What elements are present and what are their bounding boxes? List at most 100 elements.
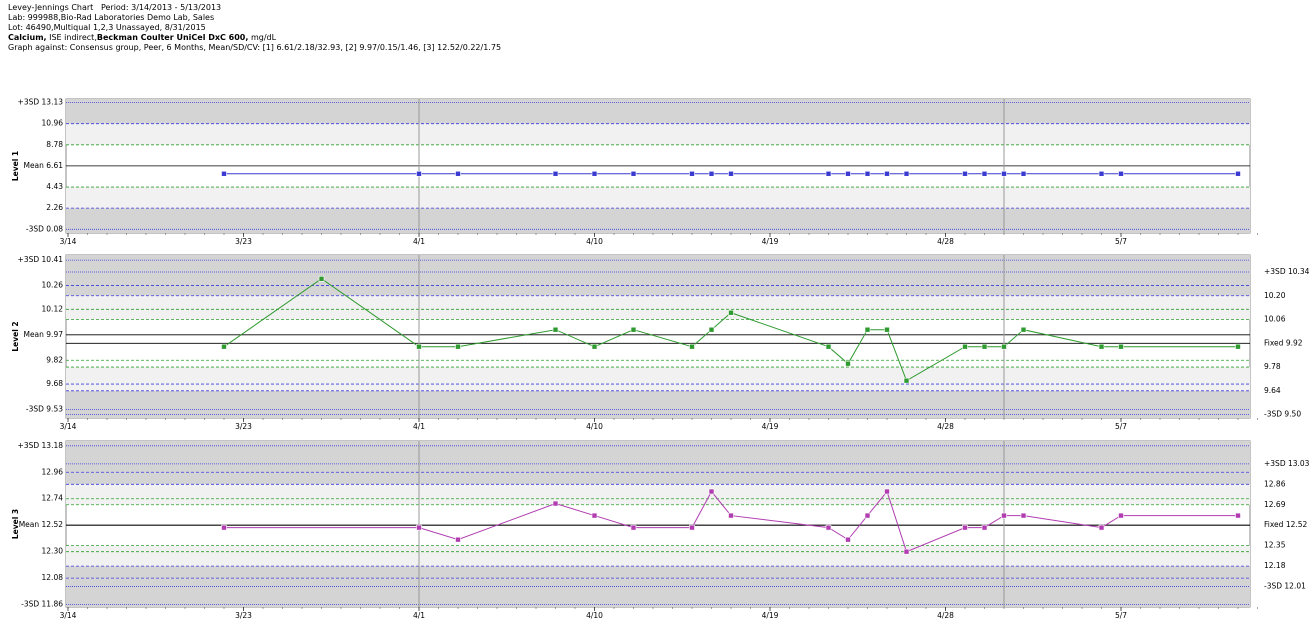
data-point: [221, 524, 227, 531]
data-point: [416, 170, 422, 177]
y-tick-label: Mean 9.97: [23, 330, 63, 339]
band-outer: [66, 441, 1250, 485]
x-tick-label: 4/28: [937, 237, 954, 246]
data-point: [1235, 512, 1241, 519]
header-line: Levey-Jennings Chart Period: 3/14/2013 -…: [8, 3, 222, 12]
data-point: [1118, 170, 1124, 177]
x-tick-label: 4/28: [937, 422, 954, 431]
y2-tick-label: -3SD 12.01: [1264, 582, 1306, 591]
band-outer: [66, 99, 1250, 124]
data-point: [708, 170, 715, 177]
data-point: [416, 524, 422, 531]
y-tick-label: +3SD 13.18: [18, 441, 64, 450]
data-point: [962, 170, 968, 177]
data-point: [1001, 512, 1007, 519]
x-tick-label: 3/23: [235, 611, 252, 620]
series-line: [223, 278, 1238, 382]
data-point: [728, 170, 734, 177]
data-point: [689, 170, 695, 177]
x-tick-label: 5/7: [1115, 611, 1127, 620]
data-point: [903, 548, 910, 555]
y-tick-label: +3SD 10.41: [18, 255, 64, 264]
data-point: [591, 512, 598, 519]
data-point: [1020, 512, 1027, 519]
data-point: [1001, 170, 1007, 177]
data-point: [884, 170, 890, 177]
x-tick-label: 4/10: [586, 422, 603, 431]
y2-tick-label: 10.20: [1264, 291, 1286, 300]
x-tick-label: 3/14: [60, 611, 77, 620]
header-line: Calcium, ISE indirect,Beckman Coulter Un…: [8, 33, 501, 43]
y-axis-label: Level 3: [11, 509, 20, 539]
header-line: Lot: 46490,Multiqual 1,2,3 Unassayed, 8/…: [8, 23, 206, 32]
data-point: [552, 500, 559, 507]
y-tick-label: Mean 12.52: [19, 520, 64, 529]
x-tick-label: 4/1: [413, 422, 425, 431]
y2-tick-label: 12.35: [1264, 541, 1286, 550]
x-tick-label: 3/23: [235, 237, 252, 246]
y2-tick-label: Fixed 12.52: [1264, 520, 1308, 529]
instrument: Beckman Coulter UniCel DxC 600,: [96, 33, 249, 42]
band-mid: [66, 295, 1250, 320]
y2-tick-label: +3SD 13.03: [1264, 459, 1310, 468]
y2-tick-label: -3SD 9.50: [1264, 410, 1301, 419]
y-tick-label: 12.08: [42, 573, 64, 582]
y-tick-label: 12.96: [42, 467, 64, 476]
x-tick-label: 4/10: [586, 611, 603, 620]
data-point: [630, 524, 637, 531]
x-tick-label: 4/19: [762, 237, 779, 246]
x-tick-label: 4/28: [937, 611, 954, 620]
data-point: [962, 343, 968, 350]
y2-tick-label: Fixed 9.92: [1264, 338, 1303, 347]
y-tick-label: 4.43: [46, 182, 63, 191]
data-point: [708, 326, 715, 333]
y-tick-label: 9.82: [46, 355, 63, 364]
data-point: [884, 488, 890, 495]
data-point: [825, 170, 832, 177]
y-axis-label: Level 1: [11, 151, 20, 181]
band-mid: [66, 367, 1250, 391]
data-point: [1098, 524, 1105, 531]
data-point: [903, 170, 910, 177]
x-tick-label: 3/14: [60, 237, 77, 246]
data-point: [708, 488, 715, 495]
y2-tick-label: 12.69: [1264, 500, 1286, 509]
band-mid: [66, 123, 1250, 145]
y-tick-label: 9.68: [46, 379, 63, 388]
data-point: [903, 377, 910, 384]
data-point: [689, 524, 695, 531]
data-point: [864, 170, 871, 177]
data-point: [221, 343, 227, 350]
data-point: [1235, 343, 1241, 350]
data-point: [845, 360, 851, 367]
y-tick-label: -3SD 11.86: [21, 600, 63, 609]
data-point: [1098, 170, 1105, 177]
data-point: [455, 536, 461, 543]
data-point: [981, 343, 988, 350]
data-point: [981, 170, 988, 177]
y-tick-label: 10.12: [42, 304, 64, 313]
y-tick-label: +3SD 13.13: [18, 98, 64, 107]
data-point: [825, 343, 832, 350]
y-tick-label: Mean 6.61: [23, 161, 63, 170]
x-tick-label: 3/14: [60, 422, 77, 431]
y-tick-label: 10.26: [42, 281, 64, 290]
y-tick-label: -3SD 0.08: [26, 224, 63, 233]
data-point: [552, 326, 559, 333]
y-axis-label: Level 2: [11, 321, 20, 351]
y2-tick-label: 9.78: [1264, 362, 1281, 371]
data-point: [552, 170, 559, 177]
x-tick-label: 3/23: [235, 422, 252, 431]
data-point: [728, 309, 734, 316]
data-point: [455, 170, 461, 177]
data-point: [591, 170, 598, 177]
y2-tick-label: +3SD 10.34: [1264, 267, 1310, 276]
data-point: [864, 512, 871, 519]
data-point: [845, 170, 851, 177]
x-tick-label: 4/1: [413, 237, 425, 246]
header-line: Lab: 999988,Bio-Rad Laboratories Demo La…: [8, 13, 215, 22]
units: mg/dL: [248, 33, 277, 42]
data-point: [455, 343, 461, 350]
